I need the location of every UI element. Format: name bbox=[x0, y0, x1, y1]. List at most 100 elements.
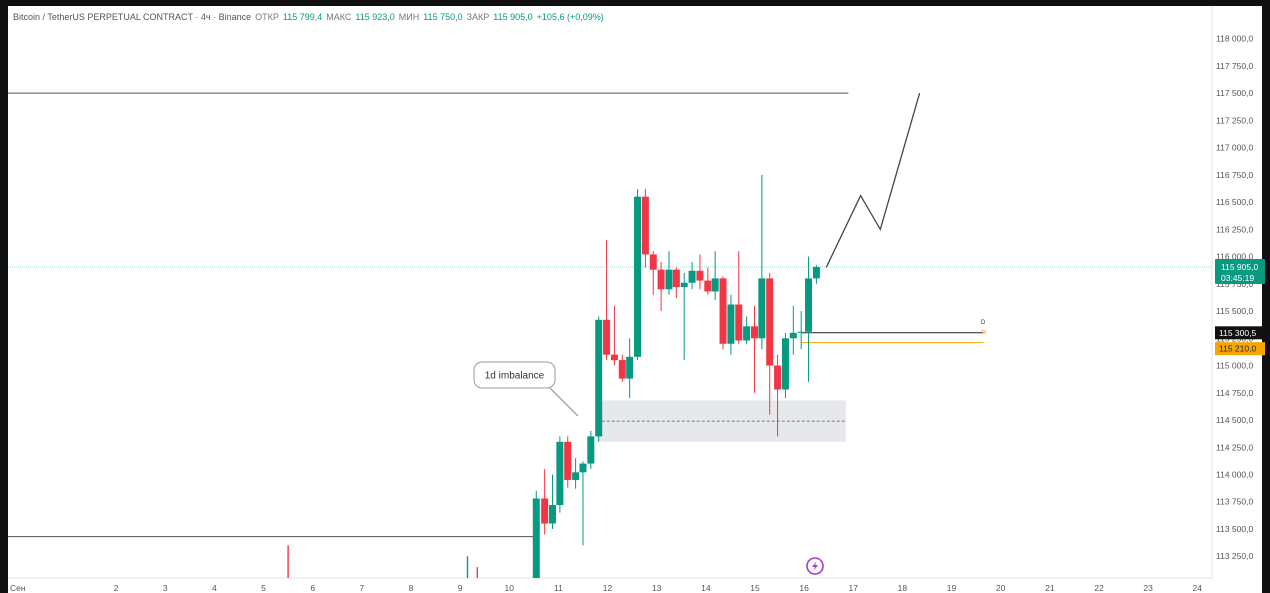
price-tick-label: 116 000,0 bbox=[1216, 252, 1253, 262]
candle-body bbox=[727, 304, 735, 344]
candle[interactable] bbox=[595, 316, 603, 442]
open-label: ОТКР bbox=[255, 12, 279, 22]
candle[interactable] bbox=[549, 474, 557, 529]
candle-body bbox=[626, 356, 634, 379]
candle[interactable] bbox=[812, 264, 820, 284]
candle-body bbox=[572, 472, 580, 480]
candle[interactable] bbox=[532, 490, 540, 578]
candle[interactable] bbox=[758, 174, 766, 350]
candle-body bbox=[735, 304, 743, 341]
candle[interactable] bbox=[696, 254, 704, 290]
time-tick-label: 3 bbox=[163, 583, 168, 593]
price-tick-label: 113 500,0 bbox=[1216, 524, 1253, 534]
candle[interactable] bbox=[657, 262, 665, 312]
candle-body bbox=[711, 278, 719, 292]
candle[interactable] bbox=[797, 311, 805, 350]
level-2-badge bbox=[1215, 342, 1265, 356]
candle-body bbox=[789, 332, 797, 339]
candle-body bbox=[556, 441, 564, 506]
lightning-icon[interactable] bbox=[806, 557, 824, 575]
countdown-value: 03:45:19 bbox=[1221, 273, 1254, 283]
candle[interactable] bbox=[727, 294, 735, 355]
price-tick-label: 117 000,0 bbox=[1216, 143, 1253, 153]
price-tick-label: 113 750,0 bbox=[1216, 497, 1253, 507]
candle[interactable] bbox=[672, 267, 680, 298]
time-tick-label: 19 bbox=[947, 583, 957, 593]
time-tick-label: 6 bbox=[310, 583, 315, 593]
candle-body bbox=[696, 270, 704, 281]
level-1-badge bbox=[1215, 326, 1265, 340]
close-value: 115 905,0 bbox=[493, 12, 533, 22]
candle-body bbox=[665, 269, 673, 290]
candle[interactable] bbox=[556, 436, 564, 513]
imbalance-callout[interactable]: 1d imbalance bbox=[473, 361, 579, 417]
imbalance-label: 1d imbalance bbox=[485, 371, 545, 382]
callout-pointer bbox=[549, 387, 579, 417]
candle-body bbox=[812, 266, 820, 279]
candle-body bbox=[587, 436, 595, 464]
candle[interactable] bbox=[743, 316, 751, 344]
candle[interactable] bbox=[805, 256, 813, 382]
price-tick-label: 116 500,0 bbox=[1216, 197, 1253, 207]
time-tick-label: 18 bbox=[898, 583, 908, 593]
candle-body bbox=[532, 498, 540, 578]
candle[interactable] bbox=[610, 305, 618, 366]
candle-body bbox=[610, 354, 618, 361]
price-tick-label: 114 250,0 bbox=[1216, 442, 1253, 452]
candle-body bbox=[743, 326, 751, 341]
candle[interactable] bbox=[750, 305, 758, 393]
time-tick-label: Сен bbox=[10, 583, 26, 593]
candle[interactable] bbox=[641, 189, 649, 268]
time-tick-label: 14 bbox=[701, 583, 711, 593]
price-tick-label: 114 500,0 bbox=[1216, 415, 1253, 425]
candle[interactable] bbox=[579, 461, 587, 546]
candle[interactable] bbox=[618, 354, 626, 382]
candle[interactable] bbox=[572, 458, 580, 489]
candle[interactable] bbox=[719, 276, 727, 350]
candle-body bbox=[774, 365, 782, 390]
high-value: 115 923,0 bbox=[355, 12, 395, 22]
candle-body bbox=[579, 463, 587, 473]
open-value: 115 799,4 bbox=[282, 12, 323, 22]
projection-path[interactable] bbox=[825, 93, 921, 268]
time-tick-label: 9 bbox=[458, 583, 463, 593]
low-value: 115 750,0 bbox=[423, 12, 463, 22]
price-tick-label: 118 000,0 bbox=[1216, 34, 1253, 44]
candle[interactable] bbox=[564, 436, 572, 488]
candle[interactable] bbox=[626, 338, 634, 399]
candle-body bbox=[781, 338, 789, 390]
candle[interactable] bbox=[688, 262, 696, 290]
candle[interactable] bbox=[774, 354, 782, 437]
candle[interactable] bbox=[665, 251, 673, 295]
candle[interactable] bbox=[634, 189, 642, 361]
level-tag-w: W bbox=[981, 330, 987, 336]
price-tick-label: 117 750,0 bbox=[1216, 61, 1253, 71]
time-tick-label: 13 bbox=[652, 583, 662, 593]
candle[interactable] bbox=[680, 272, 688, 361]
candle-body bbox=[564, 441, 572, 480]
time-tick-label: 5 bbox=[261, 583, 266, 593]
price-tick-label: 117 500,0 bbox=[1216, 88, 1253, 98]
candle[interactable] bbox=[781, 332, 789, 399]
candle[interactable] bbox=[603, 240, 611, 361]
candle[interactable] bbox=[649, 251, 657, 295]
symbol-title: Bitcoin / TetherUS PERPETUAL CONTRACT · … bbox=[13, 12, 252, 22]
last-price-badge bbox=[1215, 258, 1265, 284]
price-tick-label: 115 500,0 bbox=[1216, 306, 1253, 316]
candle-body bbox=[719, 278, 727, 344]
candle[interactable] bbox=[711, 251, 719, 301]
candle[interactable] bbox=[789, 305, 797, 355]
candle[interactable] bbox=[766, 272, 774, 415]
candle[interactable] bbox=[541, 469, 549, 535]
candle[interactable] bbox=[704, 267, 712, 295]
candle-body bbox=[688, 270, 696, 283]
time-tick-label: 12 bbox=[603, 583, 613, 593]
candle-body bbox=[805, 278, 813, 332]
time-tick-label: 16 bbox=[799, 583, 809, 593]
candle[interactable] bbox=[735, 251, 743, 344]
candle[interactable] bbox=[587, 430, 595, 470]
candle-body bbox=[595, 319, 603, 437]
candle-body bbox=[549, 505, 557, 524]
